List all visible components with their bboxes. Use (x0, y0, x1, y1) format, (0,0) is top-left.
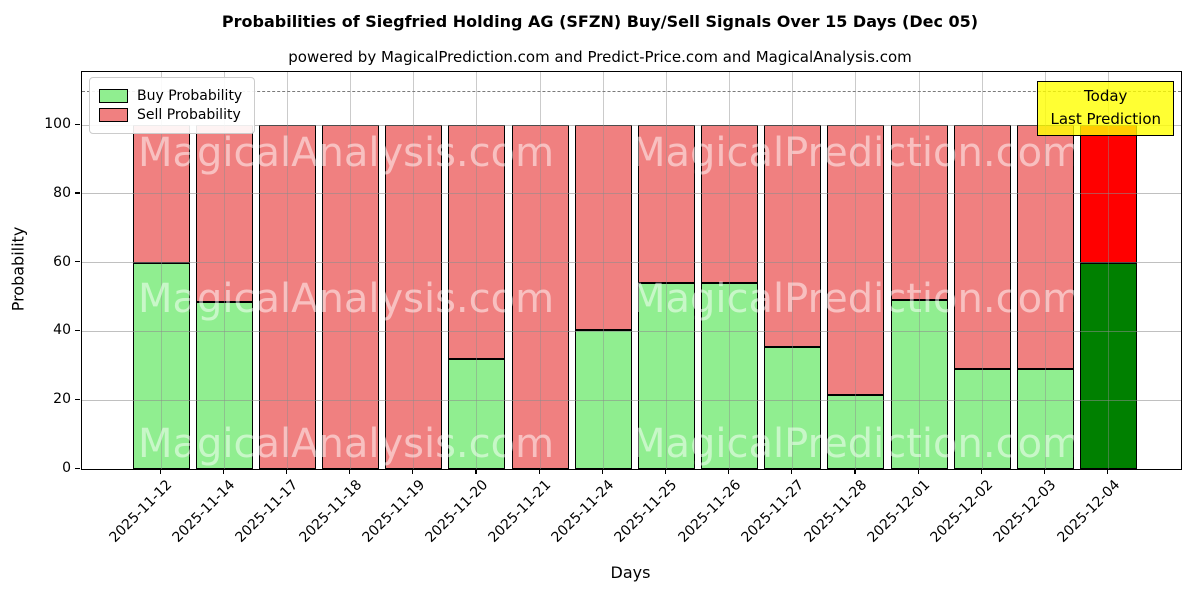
y-tick-label: 80 (53, 184, 71, 201)
buy-bar-segment (195, 302, 253, 469)
y-tick-mark (75, 192, 80, 194)
buy-bar-segment (764, 346, 822, 469)
x-tick-mark (475, 469, 477, 474)
sell-bar-segment (574, 125, 632, 330)
sell-bar-segment (322, 125, 379, 469)
y-tick-label: 0 (62, 460, 71, 476)
chart-title: Probabilities of Siegfried Holding AG (S… (221, 12, 979, 31)
y-gridline (82, 330, 1181, 332)
sell-bar-segment (764, 125, 822, 347)
sell-bar-segment (637, 125, 695, 284)
chart-subtitle: powered by MagicalPrediction.com and Pre… (288, 48, 912, 66)
x-gridline (539, 72, 541, 469)
x-gridline (981, 72, 983, 469)
x-gridline (855, 72, 857, 469)
plot-area: Buy Probability Sell Probability Today L… (81, 71, 1182, 470)
x-gridline (223, 72, 225, 469)
x-gridline (918, 72, 920, 469)
sell-bar-segment (953, 125, 1011, 370)
y-tick-label: 20 (53, 391, 71, 408)
x-tick-mark (854, 469, 856, 474)
y-tick-mark (75, 329, 80, 332)
y-gridline (82, 399, 1181, 401)
x-tick-mark (917, 469, 919, 474)
buy-bar-segment (827, 395, 885, 469)
x-gridline (286, 72, 288, 469)
y-tick-mark (75, 398, 80, 400)
buy-bar-segment (637, 283, 695, 469)
x-tick-mark (1107, 469, 1109, 474)
sell-bar-segment (1016, 125, 1074, 370)
sell-bar-segment (890, 125, 948, 301)
today-annotation-line1: Today (1084, 87, 1128, 105)
today-annotation: Today Last Prediction (1037, 81, 1174, 136)
x-tick-mark (728, 469, 730, 474)
sell-bar-segment (511, 125, 569, 469)
x-gridline (160, 72, 162, 469)
buy-bar-segment (574, 329, 632, 469)
x-tick-mark (285, 469, 288, 474)
x-tick-mark (1043, 469, 1046, 474)
legend-entry-buy: Buy Probability (99, 88, 242, 104)
buy-bar-segment (448, 358, 506, 469)
x-tick-mark (349, 469, 351, 474)
y-gridline (82, 124, 1181, 126)
y-gridline (82, 262, 1181, 264)
buy-bar-segment (953, 369, 1011, 469)
threshold-dashed-line (82, 90, 1181, 92)
legend-sell-label: Sell Probability (137, 107, 241, 123)
x-gridline (1044, 72, 1046, 469)
today-annotation-line2: Last Prediction (1050, 110, 1161, 129)
x-tick-mark (664, 469, 667, 474)
sell-color-swatch (99, 108, 128, 122)
x-gridline (350, 72, 351, 469)
x-tick-mark (980, 469, 982, 474)
y-tick-mark (75, 123, 80, 125)
buy-color-swatch (99, 89, 128, 103)
y-tick-label: 60 (53, 253, 71, 270)
y-gridline (82, 193, 1181, 195)
buy-bar-segment (132, 262, 190, 469)
sell-bar-segment (195, 125, 253, 303)
sell-bar-segment (827, 125, 885, 396)
x-gridline (413, 72, 415, 469)
y-tick-mark (75, 261, 80, 263)
buy-bar-segment (701, 283, 759, 469)
x-gridline (729, 72, 731, 469)
y-axis-title: Probability (8, 226, 28, 312)
x-tick-mark (538, 469, 540, 474)
legend-buy-label: Buy Probability (137, 88, 243, 104)
x-tick-mark (601, 469, 603, 474)
sell-bar-segment (448, 125, 506, 359)
x-tick-mark (791, 469, 793, 474)
x-tick-mark (222, 469, 224, 474)
y-tick-mark (75, 467, 80, 469)
x-gridline (792, 72, 794, 469)
buy-bar-segment (1080, 262, 1138, 469)
legend: Buy Probability Sell Probability (89, 77, 256, 134)
y-tick-label: 100 (44, 116, 71, 132)
x-gridline (665, 72, 667, 469)
x-tick-mark (412, 469, 414, 474)
sell-bar-segment (258, 125, 316, 469)
sell-bar-segment (385, 125, 443, 469)
x-gridline (602, 72, 604, 469)
legend-entry-sell: Sell Probability (99, 107, 242, 123)
buy-bar-segment (1016, 369, 1074, 469)
x-axis-title: Days (610, 563, 651, 582)
x-gridline (1108, 72, 1110, 469)
x-gridline (476, 72, 478, 469)
y-tick-label: 40 (53, 322, 71, 339)
buy-bar-segment (890, 300, 948, 469)
sell-bar-segment (701, 125, 759, 284)
x-tick-mark (159, 469, 161, 474)
